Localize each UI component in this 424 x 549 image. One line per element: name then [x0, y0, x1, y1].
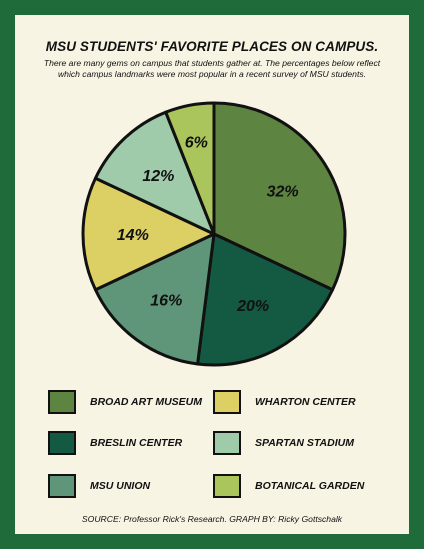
- pie-slice-wharton-center: [81, 176, 216, 292]
- pie-slice-breslin-center: [196, 232, 335, 367]
- pie-slice-msu-union: [93, 232, 216, 366]
- legend-label: BRESLIN CENTER: [90, 437, 183, 449]
- chart-title: MSU STUDENTS' FAVORITE PLACES ON CAMPUS.: [45, 39, 379, 54]
- pie-data-label: 6%: [185, 134, 208, 151]
- legend-swatch: [213, 474, 241, 498]
- legend-label: MSU UNION: [90, 480, 151, 492]
- legend-label: BROAD ART MUSEUM: [90, 396, 202, 408]
- pie-slice-spartan-stadium: [93, 110, 216, 236]
- pie-chart: 32% 20% 16% 14% 12% 6%: [81, 101, 347, 367]
- source-credit: SOURCE: Professor Rick's Research. GRAPH…: [81, 514, 343, 524]
- pie-data-label: 20%: [236, 298, 269, 315]
- legend-swatch: [213, 431, 241, 455]
- pie-data-label: 12%: [142, 168, 174, 185]
- pie-data-label: 14%: [117, 227, 149, 244]
- pie-data-label: 16%: [150, 293, 182, 310]
- legend-label: BOTANICAL GARDEN: [255, 480, 365, 492]
- pie-data-label: 32%: [267, 184, 299, 201]
- pie-slice-broad-art-museum: [212, 101, 347, 292]
- legend-label: WHARTON CENTER: [255, 396, 356, 408]
- legend-label: SPARTAN STADIUM: [255, 437, 354, 449]
- poster-frame: MSU STUDENTS' FAVORITE PLACES ON CAMPUS.…: [15, 15, 409, 534]
- legend-swatch: [48, 474, 76, 498]
- chart-subtitle: There are many gems on campus that stude…: [43, 58, 381, 79]
- legend-swatch: [48, 431, 76, 455]
- pie-slice-botanical-garden: [164, 101, 216, 236]
- legend-swatch: [48, 390, 76, 414]
- legend-swatch: [213, 390, 241, 414]
